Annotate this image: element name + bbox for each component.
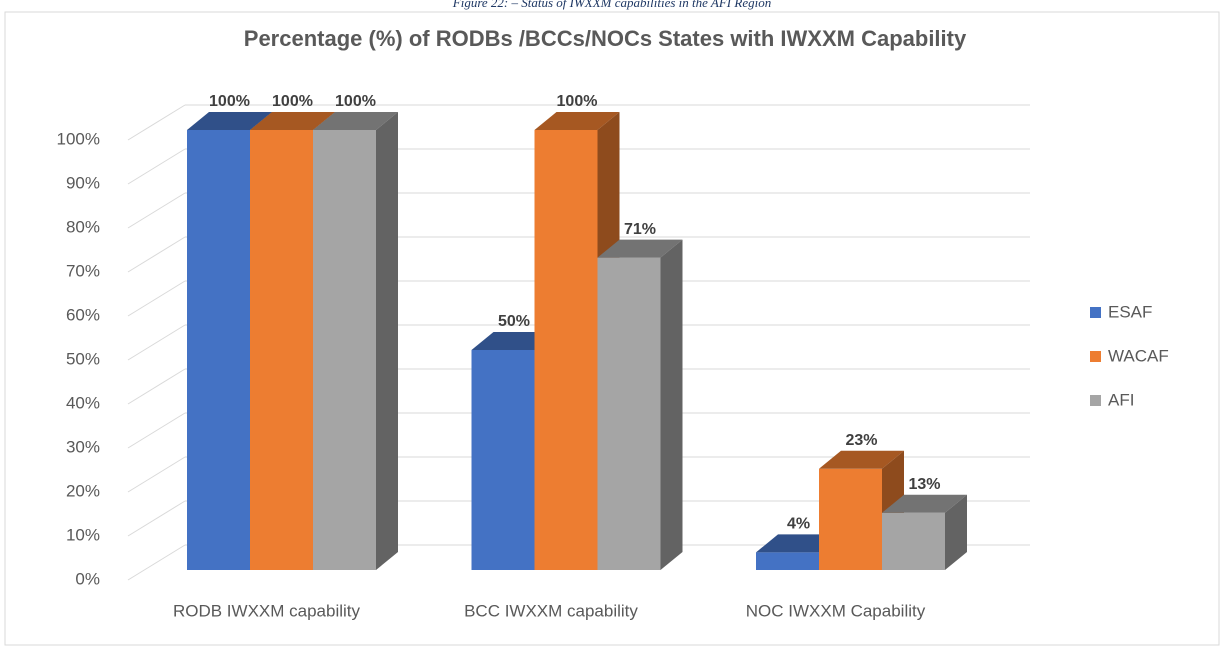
value-label: 4% [787,516,810,533]
y-tick-label: 100% [57,129,100,148]
legend-swatch [1090,395,1101,406]
y-tick-label: 90% [66,173,100,192]
y-tick-label: 70% [66,261,100,280]
y-tick-label: 30% [66,437,100,456]
grid-line-side [127,104,186,141]
legend-label: AFI [1108,390,1134,409]
bar [597,257,661,570]
value-label: 100% [272,93,313,110]
grid-line-side [127,368,186,405]
bar-top [534,112,620,130]
bar-top [187,112,272,130]
grid-line-side [127,544,186,581]
bar [250,130,313,570]
figure-caption: Figure 22: – Status of IWXXM capabilitie… [452,0,771,10]
bar [187,130,250,570]
bar-top [250,112,335,130]
bar-top [313,112,398,130]
y-tick-label: 0% [75,569,100,588]
x-tick-label: RODB IWXXM capability [173,601,361,620]
bar [756,552,819,570]
grid-line-side [127,236,186,273]
grid-line-side [127,412,186,449]
bar-side [660,239,683,570]
bar-side [376,112,398,570]
y-tick-label: 40% [66,393,100,412]
bar-side [945,494,967,570]
y-tick-label: 20% [66,481,100,500]
grid-line-side [127,324,186,361]
bar [819,468,882,570]
bar-top [882,494,967,513]
bar [471,350,535,570]
legend-label: ESAF [1108,302,1152,321]
value-label: 71% [624,221,656,238]
y-tick-label: 50% [66,349,100,368]
legend-label: WACAF [1108,346,1169,365]
x-tick-label: BCC IWXXM capability [464,601,638,620]
bar-top [597,239,683,258]
chart-title: Percentage (%) of RODBs /BCCs/NOCs State… [244,26,967,51]
bar [534,130,598,570]
value-label: 100% [335,93,376,110]
y-tick-label: 80% [66,217,100,236]
bar [313,130,376,570]
legend-swatch [1090,351,1101,362]
legend-swatch [1090,307,1101,318]
value-label: 23% [845,432,877,449]
grid-line-side [127,192,186,229]
y-tick-label: 10% [66,525,100,544]
value-label: 13% [908,476,940,493]
grid-line-side [127,148,186,185]
x-tick-label: NOC IWXXM Capability [746,601,926,620]
value-label: 100% [557,93,598,110]
bar [882,512,945,570]
grid-line-side [127,456,186,493]
bar-top [819,450,904,469]
value-label: 100% [209,93,250,110]
value-label: 50% [498,313,530,330]
grid-line-side [127,500,186,537]
grid-line-side [127,280,186,317]
y-tick-label: 60% [66,305,100,324]
